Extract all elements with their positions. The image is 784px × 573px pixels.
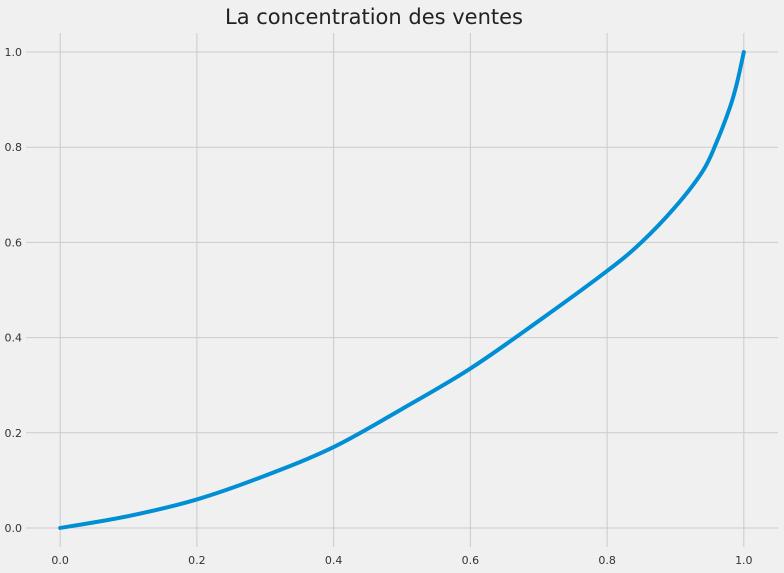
series-line <box>58 50 746 530</box>
y-tick-label: 0.6 <box>5 236 23 249</box>
x-tick-label: 0.2 <box>188 554 206 567</box>
x-axis-ticks: 0.0 0.2 0.4 0.6 0.8 1.0 <box>51 554 752 567</box>
x-tick-label: 0.4 <box>325 554 343 567</box>
chart-title: La concentration des ventes <box>225 5 523 29</box>
y-axis-ticks: 0.0 0.2 0.4 0.6 0.8 1.0 <box>5 46 23 535</box>
y-tick-label: 0.2 <box>5 427 23 440</box>
x-tick-label: 0.8 <box>598 554 616 567</box>
y-tick-label: 0.8 <box>5 141 23 154</box>
x-tick-label: 0.0 <box>51 554 69 567</box>
x-tick-label: 1.0 <box>735 554 753 567</box>
y-tick-label: 1.0 <box>5 46 23 59</box>
grid-lines <box>26 33 778 547</box>
series-layer <box>58 50 746 530</box>
y-tick-label: 0.4 <box>5 332 23 345</box>
y-tick-label: 0.0 <box>5 522 23 535</box>
x-tick-label: 0.6 <box>462 554 480 567</box>
